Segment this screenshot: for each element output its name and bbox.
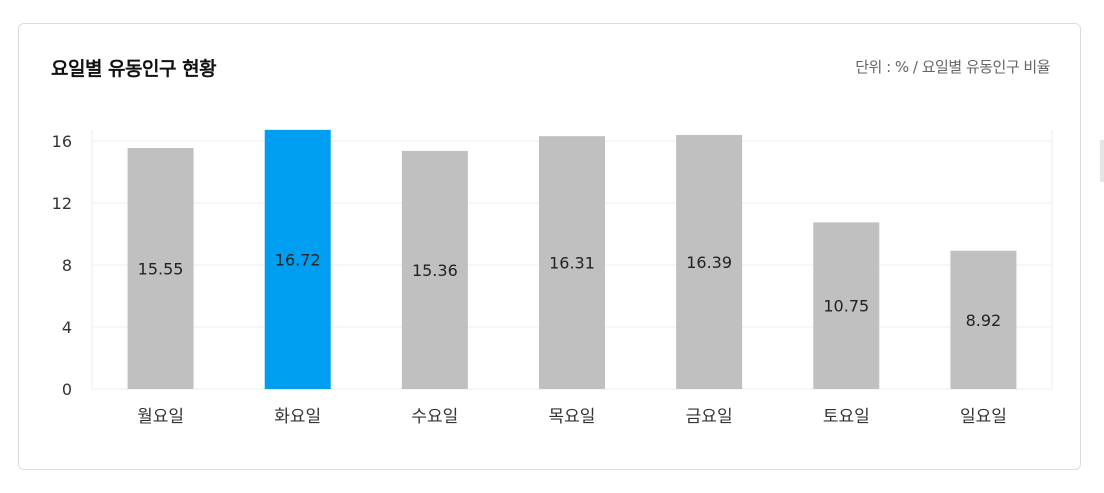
x-tick-label: 월요일 xyxy=(137,407,184,427)
bar-value-label: 16.72 xyxy=(275,250,321,269)
x-tick-label: 수요일 xyxy=(411,407,458,427)
bar-value-label: 16.39 xyxy=(686,253,732,272)
x-tick-label: 화요일 xyxy=(274,407,321,427)
bar-value-label: 15.36 xyxy=(412,261,458,280)
y-tick-label: 0 xyxy=(62,380,72,399)
bar-4[interactable] xyxy=(539,136,605,389)
bar-value-labels: 15.55 16.72 15.36 16.31 16.39 10.75 8.92 xyxy=(138,250,1002,329)
y-tick-label: 8 xyxy=(62,256,72,275)
x-axis-ticks: 월요일 화요일 수요일 목요일 금요일 토요일 일요일 xyxy=(137,407,1007,427)
y-tick-label: 16 xyxy=(52,132,72,151)
bar-6[interactable] xyxy=(813,222,880,389)
unit-note: 단위 : % / 요일별 유동인구 비율 xyxy=(855,58,1050,76)
bar-7[interactable] xyxy=(950,250,1017,389)
x-tick-label: 토요일 xyxy=(823,407,870,427)
bar-value-label: 15.55 xyxy=(138,259,184,278)
x-tick-label: 목요일 xyxy=(549,407,596,427)
side-scroll-tab[interactable] xyxy=(1100,140,1104,182)
bar-1[interactable] xyxy=(127,147,194,389)
x-tick-label: 금요일 xyxy=(686,407,733,427)
bar-5[interactable] xyxy=(676,134,743,389)
bar-value-label: 10.75 xyxy=(823,297,869,316)
bar-value-label: 8.92 xyxy=(966,311,1002,330)
bar-2[interactable] xyxy=(264,129,331,389)
y-axis-ticks: 0 4 8 12 16 xyxy=(52,132,72,399)
chart-title: 요일별 유동인구 현황 xyxy=(51,58,217,80)
bars xyxy=(127,129,1017,389)
bar-3[interactable] xyxy=(401,150,468,389)
y-tick-label: 12 xyxy=(52,194,72,213)
bar-value-label: 16.31 xyxy=(549,254,595,273)
x-tick-label: 일요일 xyxy=(960,407,1007,427)
y-tick-label: 4 xyxy=(62,318,72,337)
